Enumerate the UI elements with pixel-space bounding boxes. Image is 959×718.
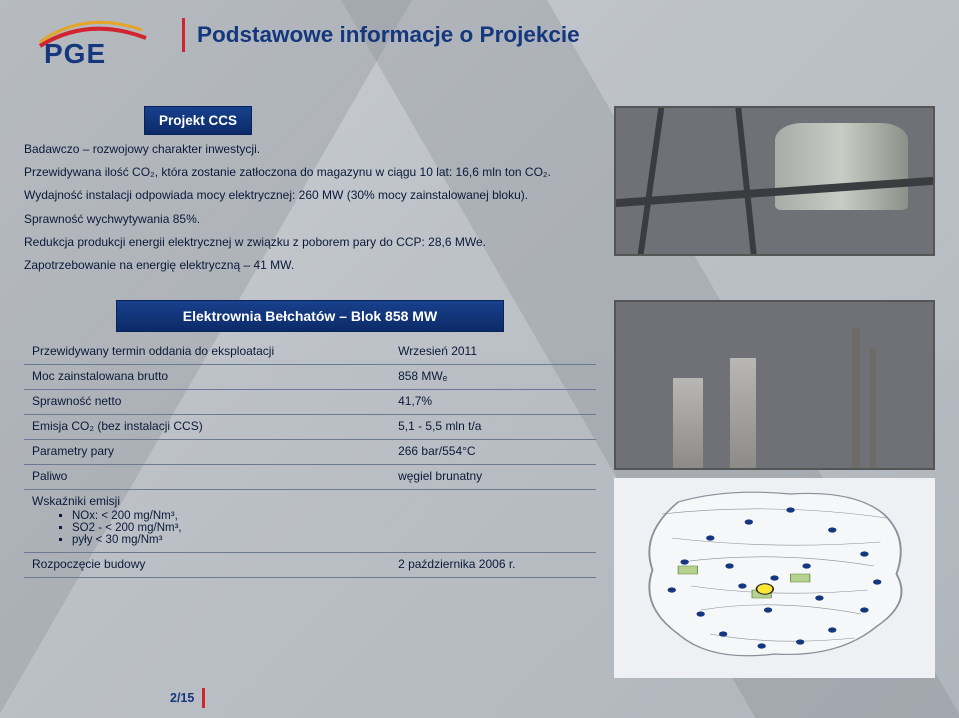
table-row: Moc zainstalowana brutto858 MWₑ	[24, 365, 596, 390]
param-value: 858 MWₑ	[390, 365, 596, 390]
table-header: Elektrownia Bełchatów – Blok 858 MW	[116, 300, 505, 332]
title-accent-bar	[182, 18, 185, 52]
facts-column: Projekt CCS Badawczo – rozwojowy charakt…	[24, 106, 596, 280]
project-header: Projekt CCS	[144, 106, 252, 135]
table-row: Parametry pary266 bar/554°C	[24, 440, 596, 465]
photo-top	[614, 106, 935, 256]
param-value: węgiel brunatny	[390, 465, 596, 490]
param-value: 266 bar/554°C	[390, 440, 596, 465]
facts-list: Badawczo – rozwojowy charakter inwestycj…	[24, 141, 596, 273]
lower-row: Elektrownia Bełchatów – Blok 858 MW Prze…	[24, 300, 935, 678]
param-label: Paliwo	[24, 465, 390, 490]
param-value: 41,7%	[390, 390, 596, 415]
slide-content: PGE Podstawowe informacje o Projekcie Pr…	[0, 0, 959, 688]
emissions-cell: Wskaźniki emisji NOx: < 200 mg/Nm³,SO2 - …	[24, 490, 596, 553]
fact-item: Badawczo – rozwojowy charakter inwestycj…	[24, 141, 596, 157]
fact-item: Wydajność instalacji odpowiada mocy elek…	[24, 187, 596, 203]
mid-row: Projekt CCS Badawczo – rozwojowy charakt…	[24, 106, 935, 280]
footer-accent-bar	[202, 688, 205, 708]
image-column	[614, 106, 935, 280]
table-row: Sprawność netto41,7%	[24, 390, 596, 415]
emissions-list: NOx: < 200 mg/Nm³,SO2 - < 200 mg/Nm³,pył…	[72, 510, 588, 546]
logo: PGE	[24, 20, 154, 70]
emissions-label: Wskaźniki emisji	[32, 494, 588, 508]
list-item: SO2 - < 200 mg/Nm³,	[72, 522, 588, 534]
table-row-emissions: Wskaźniki emisji NOx: < 200 mg/Nm³,SO2 - …	[24, 490, 596, 553]
header-row: PGE Podstawowe informacje o Projekcie	[24, 18, 935, 70]
list-item: pyły < 30 mg/Nm³	[72, 534, 588, 546]
param-value: 5,1 - 5,5 mln t/a	[390, 415, 596, 440]
table-row-construction: Rozpoczęcie budowy2 października 2006 r.	[24, 553, 596, 578]
param-label: Emisja CO₂ (bez instalacji CCS)	[24, 415, 390, 440]
title-block: Podstawowe informacje o Projekcie	[182, 18, 580, 52]
poland-map	[614, 478, 935, 678]
page-title: Podstawowe informacje o Projekcie	[197, 22, 580, 48]
table-row: Przewidywany termin oddania do eksploata…	[24, 340, 596, 365]
param-value: 2 października 2006 r.	[390, 553, 596, 578]
param-value: Wrzesień 2011	[390, 340, 596, 365]
fact-item: Zapotrzebowanie na energię elektryczną –…	[24, 257, 596, 273]
map-column	[614, 300, 935, 678]
fact-item: Przewidywana ilość CO₂, która zostanie z…	[24, 164, 596, 180]
photo-bottom	[614, 300, 935, 470]
params-table: Przewidywany termin oddania do eksploata…	[24, 340, 596, 578]
param-label: Sprawność netto	[24, 390, 390, 415]
page-number: 2/15	[170, 691, 194, 705]
table-row: Paliwowęgiel brunatny	[24, 465, 596, 490]
param-label: Rozpoczęcie budowy	[24, 553, 390, 578]
table-row: Emisja CO₂ (bez instalacji CCS)5,1 - 5,5…	[24, 415, 596, 440]
fact-item: Sprawność wychwytywania 85%.	[24, 211, 596, 227]
fact-item: Redukcja produkcji energii elektrycznej …	[24, 234, 596, 250]
param-label: Moc zainstalowana brutto	[24, 365, 390, 390]
logo-text: PGE	[44, 38, 106, 70]
footer: 2/15	[170, 688, 205, 708]
param-label: Przewidywany termin oddania do eksploata…	[24, 340, 390, 365]
list-item: NOx: < 200 mg/Nm³,	[72, 510, 588, 522]
param-label: Parametry pary	[24, 440, 390, 465]
params-table-wrap: Elektrownia Bełchatów – Blok 858 MW Prze…	[24, 300, 596, 678]
